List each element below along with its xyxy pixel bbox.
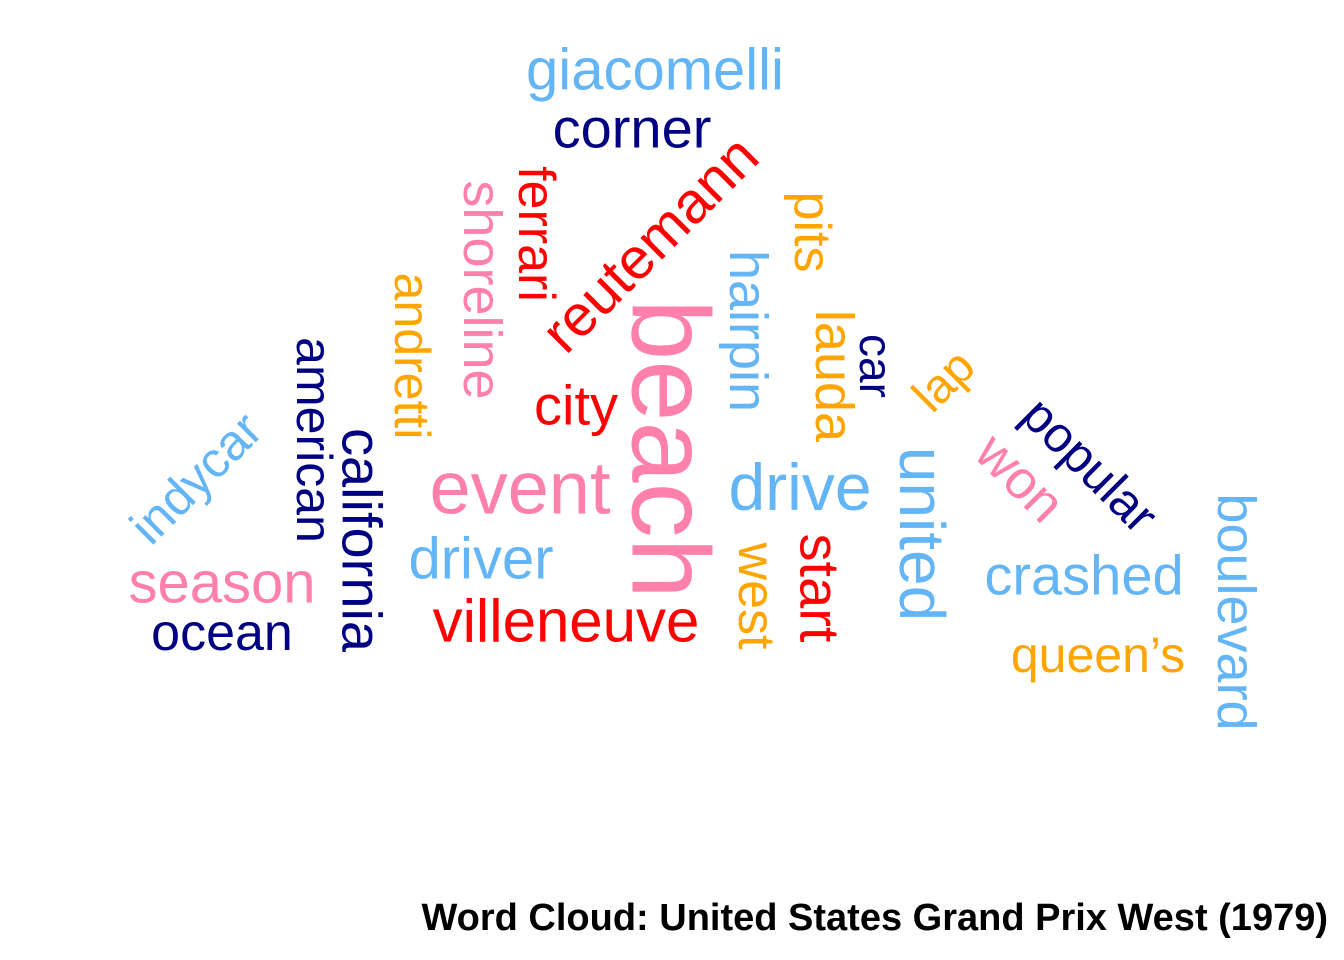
word-driver: driver: [408, 527, 553, 592]
word-lap: lap: [903, 340, 986, 423]
word-ferrari: ferrari: [507, 166, 565, 302]
word-ocean: ocean: [151, 604, 293, 662]
word-car: car: [850, 334, 902, 398]
word-start: start: [789, 534, 852, 643]
word-giacomelli: giacomelli: [526, 38, 784, 103]
word-drive: drive: [728, 450, 871, 524]
word-hairpin: hairpin: [718, 250, 778, 412]
word-california: california: [331, 428, 394, 653]
word-queen-s: queen’s: [1011, 627, 1185, 683]
caption: Word Cloud: United States Grand Prix Wes…: [421, 897, 1328, 939]
word-corner: corner: [553, 97, 712, 160]
word-andretti: andretti: [384, 273, 440, 440]
word-city: city: [534, 374, 618, 437]
word-boulevard: boulevard: [1206, 493, 1266, 730]
word-event: event: [429, 447, 610, 530]
word-lauda: lauda: [804, 310, 864, 443]
word-united: united: [886, 447, 958, 621]
word-shoreline: shoreline: [452, 180, 512, 399]
word-indycar: indycar: [119, 401, 273, 555]
word-west: west: [727, 542, 785, 650]
word-villeneuve: villeneuve: [433, 588, 700, 655]
word-season: season: [128, 551, 315, 616]
word-beach: beach: [609, 299, 732, 599]
word-pits: pits: [783, 192, 841, 273]
word-crashed: crashed: [984, 544, 1183, 607]
word-american: american: [286, 337, 342, 543]
